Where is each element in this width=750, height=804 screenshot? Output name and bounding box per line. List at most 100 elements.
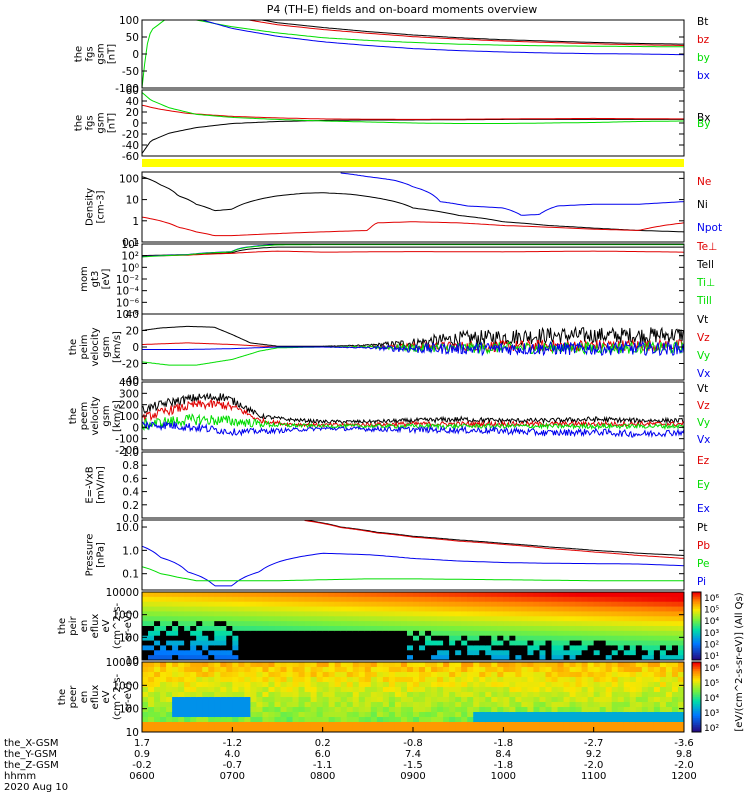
colorbar-cell	[692, 670, 701, 673]
series-density-Ni	[142, 176, 684, 233]
y-axis-label-line: [mV/m]	[96, 466, 107, 504]
legend-Tell: Tell	[696, 259, 714, 271]
y-axis-label-line: en	[79, 691, 90, 704]
colorbar-cell	[692, 672, 701, 675]
colorbar-cell	[692, 718, 701, 721]
y-tick-label: 10⁻⁴	[116, 286, 139, 298]
colorbar-cell	[692, 679, 701, 682]
y-tick-label: 0	[132, 49, 139, 61]
y-tick-label: 10000	[106, 657, 139, 669]
y-tick-label: 10000	[106, 587, 139, 599]
y-tick-label: 400	[119, 377, 139, 389]
colorbar-cell	[692, 726, 701, 729]
y-axis-label-line: eflux	[90, 614, 101, 639]
legend-By: By	[697, 118, 710, 130]
colorbar-cell	[692, 705, 701, 708]
legend-Vy: Vy	[697, 417, 710, 429]
colorbar-cell	[692, 632, 701, 635]
x-tick-label: 7.4	[405, 749, 421, 760]
colorbar-cell	[692, 597, 701, 600]
x-tick-label: -0.7	[223, 760, 243, 771]
y-tick-label: 1.0	[122, 545, 139, 557]
y-tick-label: 10	[126, 195, 139, 207]
y-tick-label: 10	[126, 655, 139, 667]
colorbar-cell	[692, 656, 701, 659]
colorbar-cell	[692, 612, 701, 615]
colorbar-cell	[692, 602, 701, 605]
y-tick-label: 0	[132, 422, 139, 434]
colorbar-cell	[692, 691, 701, 694]
colorbar-cell	[692, 681, 701, 684]
legend-bx: bx	[697, 70, 710, 82]
colorbar-tick-label: 10³	[704, 709, 719, 719]
y-tick-label: 10⁻⁸	[116, 309, 139, 321]
colorbar-tick-label: 10⁴	[704, 694, 719, 704]
colorbar-cell	[692, 698, 701, 701]
y-tick-label: 10.0	[116, 522, 139, 534]
colorbar-title: [eV/(cm^2-s-sr-eV)] (All Qs)	[734, 592, 745, 731]
y-tick-label: 0.8	[122, 460, 139, 472]
series-moments_temp-Tell	[142, 246, 684, 257]
legend-Ex: Ex	[697, 503, 710, 515]
x-tick-label: -0.8	[403, 738, 423, 749]
y-axis-label-line: [eV]	[101, 269, 112, 290]
y-axis-label-line: [nT]	[107, 113, 118, 133]
colorbar-cell	[692, 711, 701, 714]
y-axis-label-line: E=-VxB	[85, 466, 96, 503]
colorbar-cell	[692, 627, 701, 630]
panel-frame	[141, 519, 685, 591]
colorbar-cell	[692, 620, 701, 624]
x-tick-label: 0600	[129, 771, 154, 782]
x-tick-label: 1000	[491, 771, 516, 782]
colorbar-cell	[692, 624, 701, 627]
colorbar-cell	[692, 593, 701, 596]
colorbar-cell	[692, 598, 701, 601]
y-tick-label: -50	[122, 66, 139, 78]
legend-Ne: Ne	[697, 176, 711, 188]
legend-bz: bz	[697, 34, 710, 46]
y-axis-label-line: sr-eV)	[123, 611, 134, 640]
y-tick-label: 10⁴	[121, 239, 139, 251]
x-tick-label: 9.8	[676, 749, 692, 760]
y-tick-label: 0.0	[122, 513, 139, 525]
colorbar-cell	[692, 653, 701, 656]
y-tick-label: -60	[122, 151, 139, 163]
x-tick-label: -1.8	[494, 760, 514, 771]
colorbar-cell	[692, 667, 701, 670]
panel-fgs_gsm: 100 50 0 -50 -100 thefgsgsm[nT] Bt bz by bx	[74, 15, 710, 95]
y-axis-label: thepeerenefluxeV(cm^2-s-sr-eV)	[57, 673, 134, 720]
colorbar-cell	[692, 697, 701, 700]
x-tick-label: 4.0	[224, 749, 240, 760]
y-tick-label: 60	[126, 85, 139, 97]
panel-density: 100 10 1 0.1 Density[cm-3] Ne Ni Npot	[85, 171, 722, 249]
colorbar-cell	[692, 730, 701, 733]
colorbar-cell	[692, 644, 701, 647]
y-axis-label-line: peem	[79, 402, 90, 430]
colorbar-cell	[692, 716, 701, 719]
y-tick-label: 0	[132, 342, 139, 354]
colorbar-cell	[692, 646, 701, 649]
y-tick-label: 20	[126, 326, 139, 338]
colorbar-cell	[692, 617, 701, 620]
legend-Till: Till	[696, 295, 712, 307]
series-moments_temp-Ti⊥	[142, 244, 684, 258]
y-axis-label: Pressure[nPa]	[85, 534, 107, 577]
colorbar-tick-label: 10⁴	[704, 617, 719, 627]
panel-pressure: 10.0 1.0 0.1 Pressure[nPa] Pt Pb Pe Pi	[85, 519, 710, 591]
colorbar-tick-label: 10⁶	[704, 594, 719, 604]
colorbar-cell	[692, 605, 701, 608]
y-tick-label: 1	[132, 216, 139, 228]
x-tick-label: 1.7	[134, 738, 150, 749]
colorbar-cell	[692, 669, 701, 672]
y-axis-label-line: eflux	[90, 685, 101, 710]
legend-Vx: Vx	[697, 434, 710, 446]
series-fgs_gse-By	[142, 92, 684, 124]
colorbar-cell	[692, 615, 701, 618]
panel-frame	[141, 243, 685, 315]
colorbar-tick-label: 10³	[704, 629, 719, 639]
